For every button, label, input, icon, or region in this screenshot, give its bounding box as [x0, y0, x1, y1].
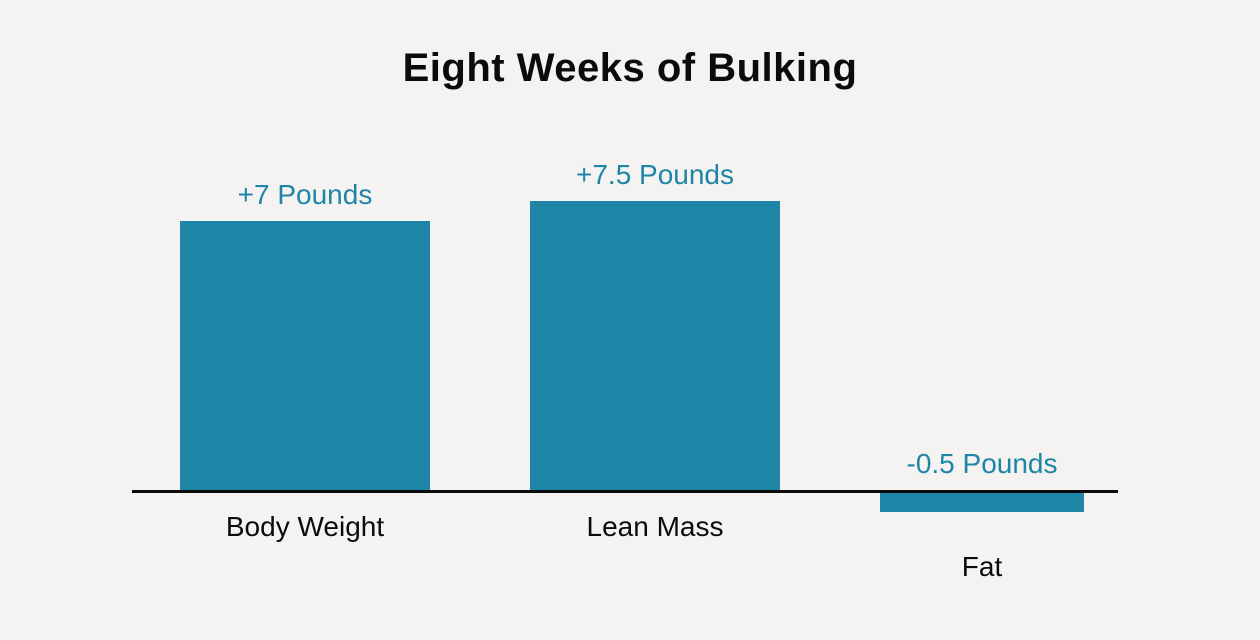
- value-label-0: +7 Pounds: [120, 179, 490, 211]
- bar-0: [180, 221, 430, 491]
- bar-1: [530, 201, 780, 490]
- bar-2: [880, 493, 1084, 512]
- value-label-1: +7.5 Pounds: [470, 159, 840, 191]
- category-label-1: Lean Mass: [470, 511, 840, 543]
- value-label-2: -0.5 Pounds: [820, 448, 1144, 480]
- chart-canvas: Eight Weeks of Bulking +7 PoundsBody Wei…: [0, 0, 1260, 640]
- category-label-2: Fat: [820, 551, 1144, 583]
- bar-chart: +7 Pounds Body Weight +7.5 Pounds Lean Mass…: [0, 0, 1260, 640]
- category-label-0: Body Weight: [120, 511, 490, 543]
